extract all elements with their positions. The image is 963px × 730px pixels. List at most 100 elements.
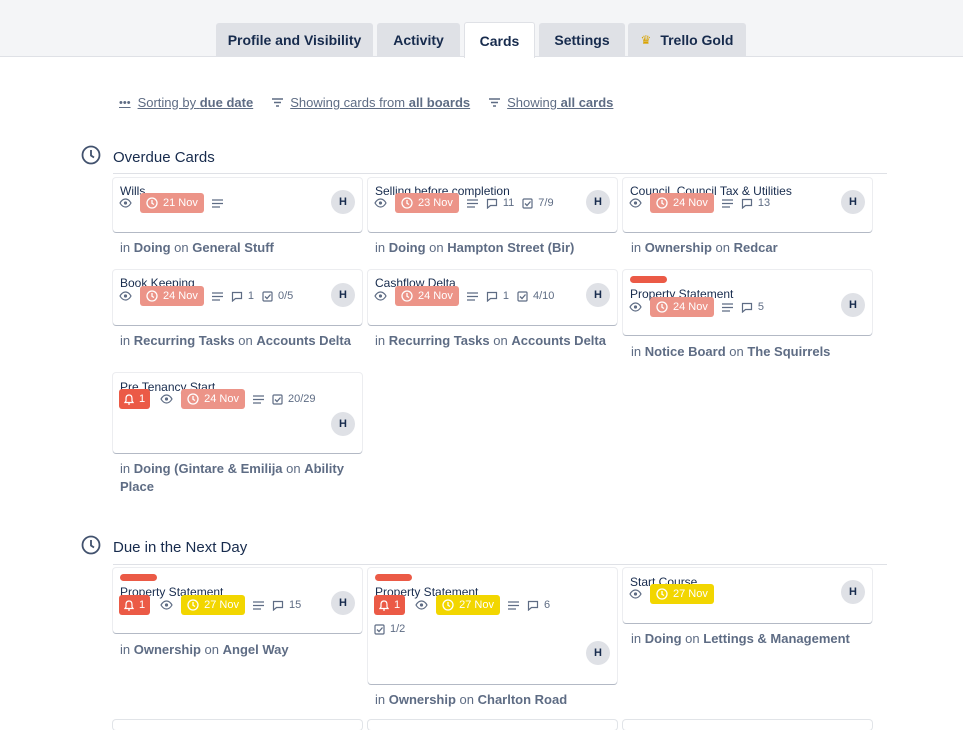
avatar[interactable]: H — [841, 580, 865, 604]
partial-card[interactable] — [368, 720, 617, 730]
description-icon — [252, 600, 264, 610]
avatar[interactable]: H — [331, 190, 355, 214]
tab-profile-and-visibility[interactable]: Profile and Visibility — [216, 23, 373, 57]
due-date-text: 27 Nov — [673, 588, 708, 600]
board-link[interactable]: General Stuff — [192, 240, 274, 255]
card[interactable]: Property Statement 24 Nov 5 H — [623, 270, 872, 335]
due-date-badge: 23 Nov — [395, 193, 459, 213]
board-link[interactable]: Lettings & Management — [703, 631, 850, 646]
board-link[interactable]: Charlton Road — [477, 692, 568, 707]
divider — [113, 173, 887, 174]
list-link[interactable]: Recurring Tasks — [388, 333, 490, 348]
tab-activity[interactable]: Activity — [377, 23, 460, 57]
card-label-red — [630, 276, 667, 283]
card-badges: 1 24 Nov 20/29 — [119, 389, 324, 409]
card[interactable]: Wills 21 Nov H — [113, 178, 362, 232]
eye-icon — [119, 291, 132, 301]
list-link[interactable]: Ownership — [644, 240, 712, 255]
comment-count: 1 — [502, 290, 509, 302]
avatar[interactable]: H — [331, 283, 355, 307]
avatar[interactable]: H — [586, 641, 610, 665]
notification-badge: 1 — [119, 389, 151, 409]
location-prefix: in — [375, 333, 389, 348]
tab-trello-gold[interactable]: ♛ Trello Gold — [628, 23, 746, 57]
card-location: in Ownership on Charlton Road — [375, 691, 625, 709]
tab-settings[interactable]: Settings — [539, 23, 625, 57]
list-link[interactable]: Doing (Gintare & Emilija — [133, 461, 283, 476]
location-prefix: in — [375, 240, 389, 255]
filter-icon — [489, 98, 501, 107]
due-date-badge: 27 Nov — [181, 595, 245, 615]
card[interactable]: Selling before completion 23 Nov 11 7/9 H — [368, 178, 617, 232]
comment-count: 13 — [757, 197, 771, 209]
list-link[interactable]: Recurring Tasks — [133, 333, 235, 348]
description-icon — [721, 302, 733, 312]
card[interactable]: Start Course 27 Nov H — [623, 568, 872, 623]
notification-badge: 1 — [374, 595, 406, 615]
board-link[interactable]: The Squirrels — [747, 344, 831, 359]
avatar[interactable]: H — [841, 293, 865, 317]
avatar[interactable]: H — [331, 412, 355, 436]
card-badges: 24 Nov 1 4/10 — [374, 286, 562, 306]
boards-filter[interactable]: Showing cards from all boards — [272, 95, 470, 110]
section-title-next-day: Due in the Next Day — [113, 539, 248, 556]
comment-count: 5 — [757, 301, 764, 313]
tab-label: Settings — [554, 32, 610, 48]
list-link[interactable]: Ownership — [388, 692, 456, 707]
board-link[interactable]: Redcar — [733, 240, 778, 255]
avatar[interactable]: H — [586, 283, 610, 307]
card-label-red — [375, 574, 412, 581]
card[interactable]: Property Statement 1 27 Nov 15 H — [113, 568, 362, 633]
card-badges: 1 27 Nov 15 — [119, 595, 309, 615]
due-date-badge: 21 Nov — [140, 193, 204, 213]
board-link[interactable]: Accounts Delta — [256, 333, 351, 348]
location-prefix: in — [631, 344, 645, 359]
comment-badge: 15 — [272, 599, 301, 611]
cards-filter[interactable]: Showing all cards — [489, 95, 613, 110]
card[interactable]: Pre Tenancy Start 1 24 Nov 20/29 H — [113, 373, 362, 453]
card[interactable]: Book Keeping 24 Nov 1 0/5 H — [113, 270, 362, 325]
avatar[interactable]: H — [841, 190, 865, 214]
card-badges: 1 27 Nov 6 — [374, 595, 558, 615]
checklist-badge: 20/29 — [272, 393, 316, 405]
tab-label: Activity — [393, 32, 444, 48]
list-link[interactable]: Doing — [388, 240, 426, 255]
card-label-red — [120, 574, 157, 581]
tab-bar: Profile and Visibility Activity Cards Se… — [0, 0, 963, 58]
location-prefix: in — [375, 692, 389, 707]
avatar[interactable]: H — [586, 190, 610, 214]
checklist-count: 0/5 — [277, 290, 294, 302]
list-link[interactable]: Notice Board — [644, 344, 726, 359]
avatar[interactable]: H — [331, 591, 355, 615]
eye-icon — [374, 198, 387, 208]
board-link[interactable]: Hampton Street (Bir) — [447, 240, 575, 255]
board-link[interactable]: Accounts Delta — [511, 333, 606, 348]
list-link[interactable]: Ownership — [133, 642, 201, 657]
comment-count: 1 — [247, 290, 254, 302]
tab-cards[interactable]: Cards — [464, 22, 535, 58]
card[interactable]: Property Statement 1 27 Nov 6 1/2 H — [368, 568, 617, 684]
eye-icon — [119, 198, 132, 208]
due-date-text: 24 Nov — [163, 290, 198, 302]
filter-icon — [272, 98, 284, 107]
clock-icon — [81, 535, 101, 555]
eye-icon — [629, 302, 642, 312]
card-location: in Doing on General Stuff — [120, 239, 370, 257]
list-link[interactable]: Doing — [644, 631, 682, 646]
location-separator: on — [200, 642, 223, 657]
location-prefix: in — [120, 240, 134, 255]
notification-count: 1 — [394, 599, 401, 611]
board-link[interactable]: Ability Place — [120, 461, 344, 494]
partial-card[interactable] — [623, 720, 872, 730]
checklist-badge: 1/2 — [374, 623, 405, 635]
due-date-text: 24 Nov — [673, 301, 708, 313]
board-link[interactable]: Angel Way — [222, 642, 289, 657]
description-icon — [211, 291, 223, 301]
list-link[interactable]: Doing — [133, 240, 171, 255]
partial-card[interactable] — [113, 720, 362, 730]
sort-filter[interactable]: ••• Sorting by due date — [119, 95, 253, 110]
location-separator: on — [425, 240, 448, 255]
comment-badge: 1 — [486, 290, 509, 302]
card[interactable]: Council, Council Tax & Utilities 24 Nov 13… — [623, 178, 872, 232]
card[interactable]: Cashflow Delta 24 Nov 1 4/10 H — [368, 270, 617, 325]
